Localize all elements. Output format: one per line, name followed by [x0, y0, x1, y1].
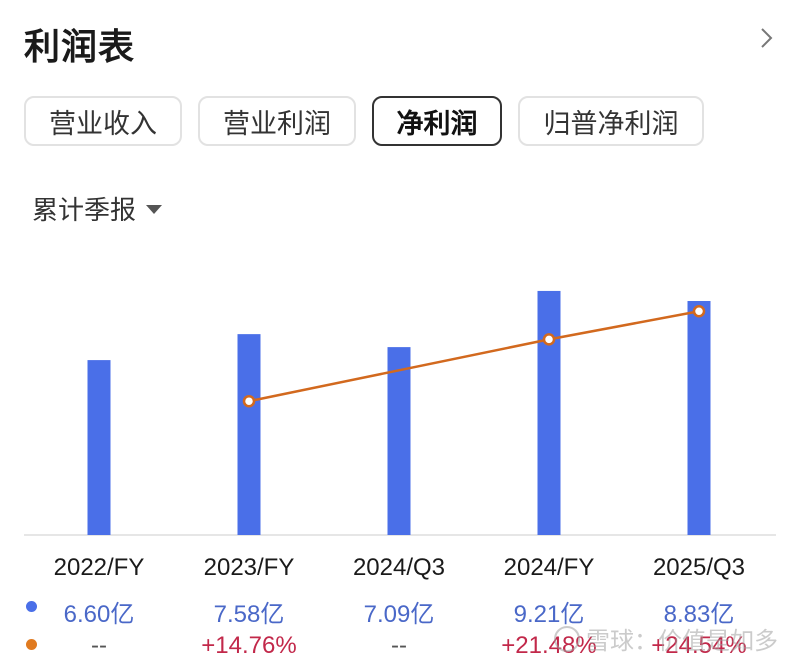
growth-point-2023/FY[interactable] — [242, 394, 256, 408]
period-label: 2025/Q3 — [652, 554, 746, 581]
watermark-text: 雪球：价值是如多 — [586, 628, 778, 655]
page-title: 利润表 — [24, 26, 136, 67]
growth-label: +14.76% — [201, 632, 297, 659]
bar-2022/FY[interactable] — [87, 360, 111, 535]
tab-revenue[interactable]: 营业收入 — [24, 96, 182, 146]
value-label: 6.60亿 — [63, 601, 135, 628]
bar-2024/Q3[interactable] — [387, 347, 411, 535]
tab-net-profit[interactable]: 净利润 — [372, 96, 502, 146]
net-profit-chart — [24, 290, 776, 536]
value-label: 7.09亿 — [363, 601, 435, 628]
watermark: 雪球：价值是如多 — [554, 621, 778, 656]
chevron-right-icon[interactable] — [754, 26, 778, 50]
period-dropdown[interactable]: 累计季报 — [32, 190, 163, 227]
caret-down-icon — [146, 205, 163, 214]
tab-operating-profit[interactable]: 营业利润 — [198, 96, 356, 146]
watermark-logo-icon — [554, 625, 580, 652]
period-label: 2024/FY — [503, 554, 595, 581]
bar-2023/FY[interactable] — [237, 334, 261, 535]
value-label: 9.21亿 — [513, 601, 585, 628]
series-bar-dot — [26, 601, 37, 612]
growth-point-2024/FY[interactable] — [542, 333, 556, 346]
growth-point-2025/Q3[interactable] — [692, 304, 706, 318]
series-line-dot — [26, 639, 37, 650]
metric-tabs: 营业收入 营业利润 净利润 归普净利润 — [24, 96, 704, 146]
bar-2025/Q3[interactable] — [687, 301, 711, 535]
period-label: 2024/Q3 — [352, 554, 446, 581]
growth-line — [248, 310, 700, 403]
period-dropdown-label: 累计季报 — [32, 195, 137, 225]
value-label: 7.58亿 — [213, 601, 285, 628]
tab-attributable-net-profit[interactable]: 归普净利润 — [518, 96, 704, 146]
growth-label: +24.54% — [651, 632, 747, 659]
bar-2024/FY[interactable] — [537, 290, 561, 535]
growth-label: -- — [91, 632, 107, 659]
value-label: 8.83亿 — [663, 601, 735, 628]
period-label: 2023/FY — [203, 554, 295, 581]
period-label: 2022/FY — [53, 554, 145, 581]
growth-label: -- — [391, 632, 407, 659]
growth-label: +21.48% — [501, 632, 597, 659]
